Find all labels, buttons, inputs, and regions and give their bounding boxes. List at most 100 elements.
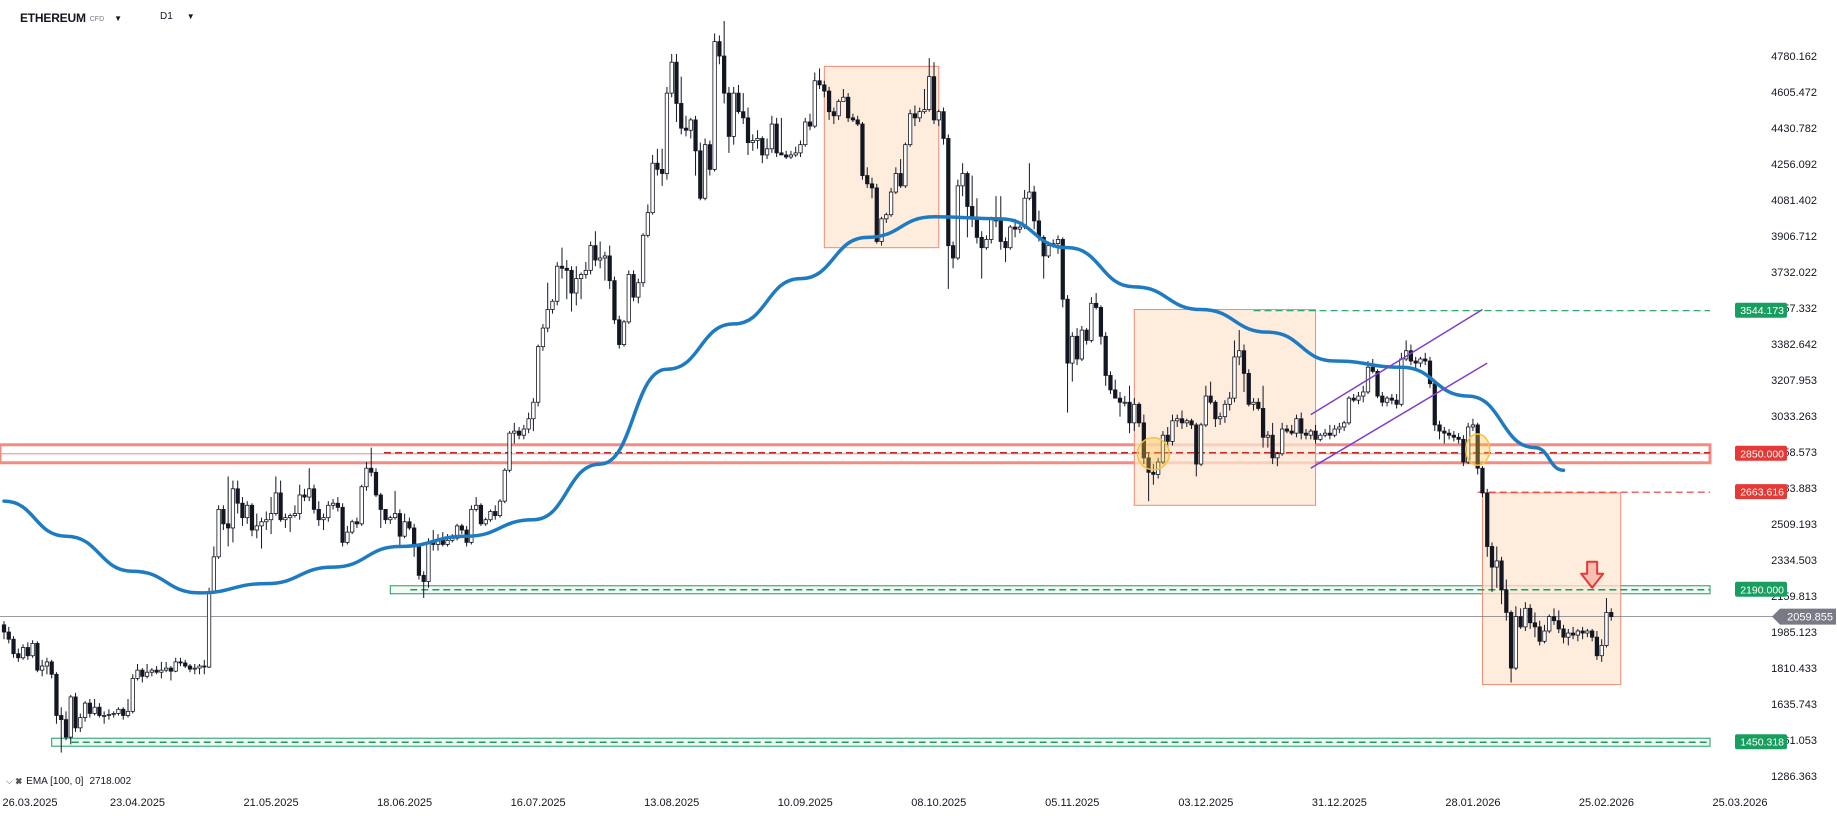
candle-body <box>812 80 817 127</box>
candle-body <box>1485 492 1490 547</box>
candle-body <box>140 669 145 677</box>
candle-body <box>1227 397 1232 405</box>
y-tick-label: 3033.263 <box>1771 411 1817 423</box>
candle-body <box>936 111 941 121</box>
candle-body <box>1532 622 1538 628</box>
candle-body <box>540 327 546 348</box>
candle-body <box>559 265 565 269</box>
candle-body <box>502 469 507 502</box>
candle-body <box>1480 467 1485 494</box>
candle-body <box>927 76 932 111</box>
candle-body <box>998 220 1003 242</box>
candle-body <box>1113 389 1118 399</box>
candle-body <box>121 708 126 716</box>
candle-body <box>1475 424 1480 469</box>
candle-body <box>78 717 83 729</box>
candle-body <box>1041 236 1046 257</box>
y-tick-label: 2509.193 <box>1771 519 1817 531</box>
candle-body <box>750 140 755 143</box>
candle-body <box>707 144 712 170</box>
candle-body <box>745 117 751 143</box>
candle-body <box>817 80 822 86</box>
candle-body <box>1590 630 1595 638</box>
indicator-controls-icon[interactable]: ⌵ ✖ <box>6 776 23 786</box>
candle-body <box>416 546 422 576</box>
candle-body <box>154 669 159 673</box>
candle-body <box>1122 401 1127 404</box>
candle-body <box>516 430 522 436</box>
candle-body <box>1594 636 1600 657</box>
candle-body <box>688 119 693 131</box>
candle-body <box>965 173 970 207</box>
y-tick-label: 3906.712 <box>1771 231 1817 243</box>
candle-body <box>850 117 856 121</box>
x-axis[interactable]: 26.03.2025 23.04.2025 21.05.2025 18.06.2025… <box>2 797 1767 809</box>
candle-body <box>478 504 484 525</box>
candle-body <box>183 662 188 667</box>
candle-body <box>640 234 646 284</box>
candle-body <box>297 494 302 514</box>
candle-body <box>922 109 927 113</box>
candle-body <box>1256 401 1261 409</box>
y-tick-label: 1635.743 <box>1771 699 1817 711</box>
current-price-tag: 2059.855 <box>1787 612 1833 624</box>
candle-body <box>278 492 283 521</box>
candle-body <box>421 574 426 582</box>
candle-body <box>793 152 798 156</box>
candle-body <box>211 556 216 593</box>
candle-body <box>1327 432 1332 436</box>
candle-body <box>550 300 555 310</box>
candle-body <box>340 506 345 543</box>
candle-body <box>369 467 374 473</box>
candle-body <box>1151 471 1156 475</box>
candle-body <box>1260 408 1266 438</box>
candle-body <box>1165 434 1170 442</box>
candle-body <box>1074 335 1080 360</box>
candle-body <box>888 191 894 216</box>
candle-body <box>273 492 278 514</box>
candle-body <box>1251 401 1256 405</box>
candle-body <box>1213 401 1218 420</box>
y-axis[interactable]: 4780.162 4605.472 4430.782 4256.092 4081.402… <box>1771 51 1817 783</box>
candle-body <box>1561 628 1566 638</box>
candle-body <box>941 111 946 139</box>
indicator-legend[interactable]: ⌵ ✖ EMA [100, 0] 2718.002 <box>6 776 131 787</box>
symbol-selector[interactable]: ETHEREUM CFD ▼ <box>20 11 122 25</box>
candle-body <box>1294 418 1299 434</box>
candle-body <box>1 624 7 633</box>
candle-body <box>350 521 355 533</box>
candle-body <box>1170 420 1175 442</box>
candle-body <box>908 113 913 146</box>
candle-body <box>1384 397 1390 403</box>
candle-body <box>946 138 951 247</box>
price-tag: 2190.000 <box>1740 584 1784 596</box>
candle-body <box>1342 422 1347 428</box>
indicator-name: EMA [100, 0] <box>26 776 84 787</box>
candle-body <box>1351 397 1356 401</box>
candle-body <box>774 123 779 154</box>
candle-body <box>1537 626 1542 642</box>
candle-body <box>917 111 922 119</box>
y-tick-label: 1985.123 <box>1771 627 1817 639</box>
candle-body <box>1179 418 1185 424</box>
candle-body <box>1418 358 1423 364</box>
candle-body <box>1208 395 1213 403</box>
timeframe-selector[interactable]: D1 ▼ <box>160 11 195 22</box>
candle-body <box>397 513 402 537</box>
candle-body <box>788 154 794 158</box>
price-tag: 3544.173 <box>1740 305 1784 317</box>
candle-body <box>1275 453 1280 459</box>
candle-body <box>1194 424 1199 465</box>
candle-body <box>650 162 655 214</box>
candle-body <box>440 539 445 545</box>
y-tick-label: 3207.953 <box>1771 375 1817 387</box>
candle-body <box>831 111 836 117</box>
candle-body <box>1280 428 1285 455</box>
candle-body <box>335 502 340 508</box>
candle-body <box>1108 375 1113 391</box>
candle-body <box>1289 430 1294 434</box>
chevron-down-icon: ▼ <box>186 12 195 21</box>
candle-body <box>474 504 479 510</box>
candle-body <box>1394 399 1399 405</box>
